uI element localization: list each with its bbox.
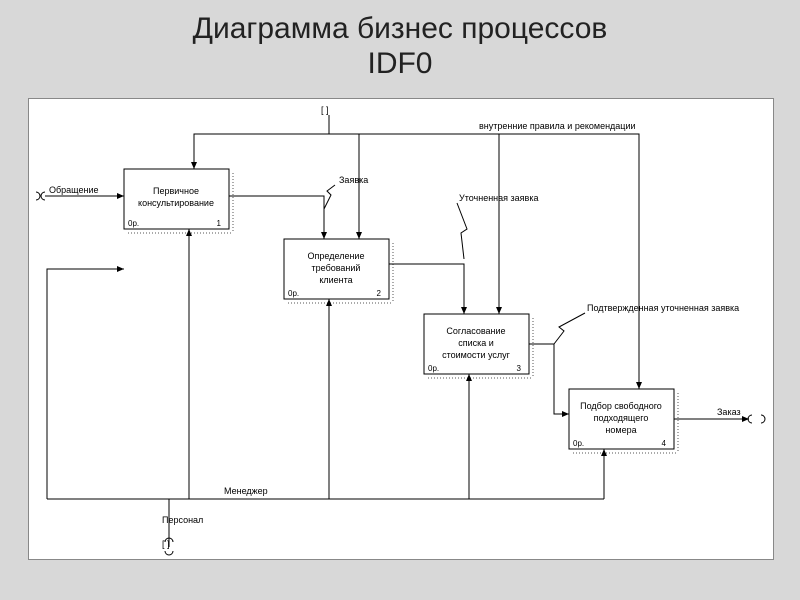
label-zayavka: Заявка	[339, 175, 368, 185]
box-3-label-2: списка и	[458, 338, 494, 348]
arrow-personal: Персонал [ ]	[162, 499, 203, 555]
box-1-label-1: Первичное	[153, 186, 199, 196]
label-personal: Персонал	[162, 515, 203, 525]
box-2-label-1: Определение	[308, 251, 365, 261]
box-3-num: 3	[517, 364, 522, 373]
box-4: Подбор свободного подходящего номера 0р.…	[569, 389, 674, 449]
page-title: Диаграмма бизнес процессов IDF0	[0, 0, 800, 81]
leader-zayavka	[324, 185, 335, 209]
box-4-label-3: номера	[605, 425, 636, 435]
arrow-output: Заказ	[674, 407, 765, 423]
title-line-2: IDF0	[0, 47, 800, 82]
box-3-cost: 0р.	[428, 364, 439, 373]
arrow-control-rules: [ ] внутренние правила и рекомендации	[194, 105, 639, 389]
box-3: Согласование списка и стоимости услуг 0р…	[424, 314, 529, 374]
label-input: Обращение	[49, 185, 98, 195]
box-1-cost: 0р.	[128, 219, 139, 228]
leader-utoch	[457, 203, 467, 259]
arrow-b1-b2: Заявка	[229, 175, 368, 239]
box-1-num: 1	[217, 219, 222, 228]
label-tunnel-bottom: [ ]	[162, 539, 170, 549]
label-conf: Подтвержденная уточненная заявка	[587, 303, 739, 313]
box-4-label-2: подходящего	[594, 413, 649, 423]
title-line-1: Диаграмма бизнес процессов	[0, 12, 800, 47]
box-3-label-1: Согласование	[446, 326, 505, 336]
label-rules: внутренние правила и рекомендации	[479, 121, 636, 131]
arrow-input: Обращение	[36, 185, 124, 200]
box-4-label-1: Подбор свободного	[580, 401, 662, 411]
box-2-label-3: клиента	[319, 275, 352, 285]
label-order: Заказ	[717, 407, 741, 417]
box-4-num: 4	[662, 439, 667, 448]
box-2: Определение требований клиента 0р. 2	[284, 239, 389, 299]
label-manager: Менеджер	[224, 486, 268, 496]
box-4-cost: 0р.	[573, 439, 584, 448]
box-2-cost: 0р.	[288, 289, 299, 298]
label-tunnel-top: [ ]	[321, 105, 329, 115]
box-3-label-3: стоимости услуг	[442, 350, 511, 360]
box-1: Первичное консультирование 0р. 1	[124, 169, 229, 229]
diagram-canvas: Первичное консультирование 0р. 1 Определ…	[28, 98, 774, 560]
box-2-num: 2	[377, 289, 382, 298]
box-1-label-2: консультирование	[138, 198, 214, 208]
box-2-label-2: требований	[312, 263, 361, 273]
